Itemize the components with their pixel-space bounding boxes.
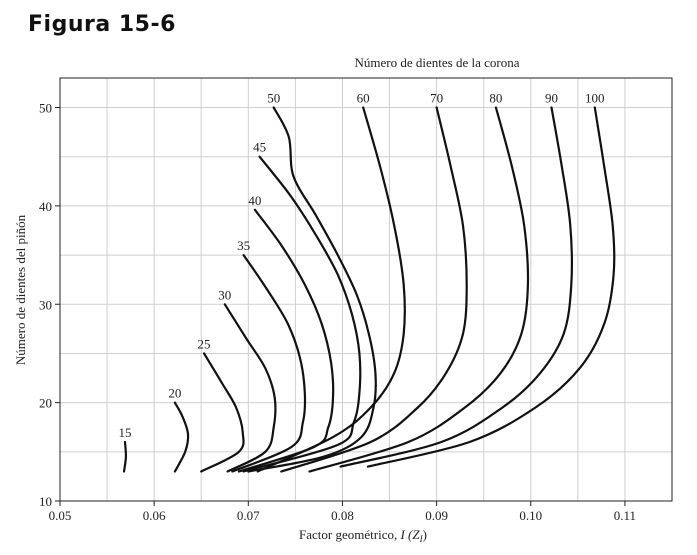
y-tick-label: 10 <box>39 494 52 509</box>
curve-label-80: 80 <box>489 91 502 106</box>
curve-100 <box>366 106 616 468</box>
curve-30 <box>223 303 277 473</box>
figure-title: Figura 15-6 <box>28 12 176 37</box>
curve-25 <box>200 352 245 473</box>
x-ticks: 0.05 0.06 0.07 0.08 0.09 0.10 0.11 <box>49 501 636 523</box>
plot-frame <box>59 77 673 502</box>
curve-label-70: 70 <box>430 91 443 106</box>
chart-title: Número de dientes de la corona <box>355 55 520 70</box>
curve-label-50: 50 <box>267 91 280 106</box>
curve-labels: 15 20 25 30 35 40 45 50 60 70 80 90 100 <box>118 91 604 440</box>
y-tick-label: 40 <box>39 199 52 214</box>
x-axis-label-subscript: I <box>419 534 424 544</box>
curve-40 <box>237 208 335 473</box>
x-axis-label: Factor geométrico, I (ZI) <box>299 527 427 544</box>
grid <box>60 78 672 501</box>
x-axis-label-close: ) <box>423 527 427 542</box>
x-tick-label: 0.10 <box>519 508 542 523</box>
curve-15 <box>122 440 128 473</box>
x-axis-label-text: Factor geométrico, <box>299 527 400 542</box>
y-tick-label: 20 <box>39 396 52 411</box>
curve-70 <box>280 106 468 473</box>
curve-label-25: 25 <box>198 336 211 351</box>
x-tick-label: 0.05 <box>49 508 72 523</box>
x-tick-label: 0.07 <box>237 508 260 523</box>
curve-label-40: 40 <box>248 193 261 208</box>
curve-label-20: 20 <box>168 386 181 401</box>
curves <box>122 106 616 473</box>
curve-label-100: 100 <box>585 91 605 106</box>
y-ticks: 10 20 30 40 50 <box>39 101 60 509</box>
curve-90 <box>339 106 573 468</box>
x-tick-label: 0.06 <box>143 508 166 523</box>
curve-label-35: 35 <box>237 238 250 253</box>
curve-80 <box>308 106 530 473</box>
curve-label-45: 45 <box>253 140 266 155</box>
curve-50 <box>247 106 377 473</box>
x-tick-label: 0.09 <box>425 508 448 523</box>
curve-label-30: 30 <box>218 287 231 302</box>
curve-label-60: 60 <box>357 91 370 106</box>
x-tick-label: 0.08 <box>331 508 354 523</box>
curve-20 <box>173 401 190 473</box>
curve-60 <box>256 106 406 473</box>
curve-label-90: 90 <box>545 91 558 106</box>
x-tick-label: 0.11 <box>614 508 636 523</box>
y-axis-label: Número de dientes del piñón <box>13 214 28 365</box>
curve-35 <box>231 254 307 473</box>
x-axis-label-symbol: I (Z <box>399 527 420 542</box>
y-tick-label: 50 <box>39 101 52 116</box>
y-tick-label: 30 <box>39 297 52 312</box>
curve-45 <box>242 155 362 473</box>
curve-label-15: 15 <box>118 425 131 440</box>
